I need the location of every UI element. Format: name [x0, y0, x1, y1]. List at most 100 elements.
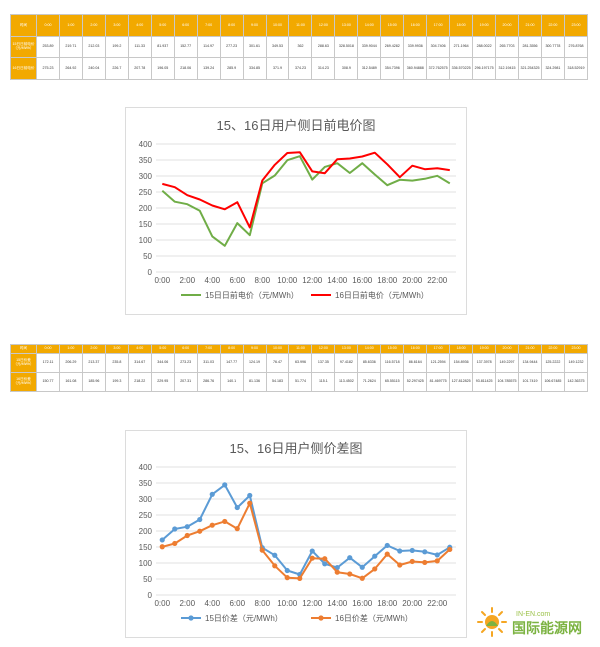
table-header-cell: 8:00 [219, 14, 244, 37]
table-header-cell: 17:00 [426, 344, 451, 354]
data-point [397, 548, 403, 554]
y-tick-label: 400 [139, 463, 153, 472]
table-cell: 85.6336 [357, 353, 382, 373]
table-cell: 149.1232 [563, 353, 588, 373]
table-header-cell: 4:00 [127, 14, 152, 37]
data-point [184, 532, 190, 539]
table-header-cell: 6:00 [173, 344, 198, 354]
table-header-cell: 17:00 [426, 14, 451, 37]
table-cell: 139.24 [196, 57, 221, 80]
table-header-cell: 9:00 [242, 14, 267, 37]
legend-label: 16日价差（元/MWh） [335, 613, 413, 623]
table-cell: 71.2624 [357, 372, 382, 392]
table-cell: 65.55115 [380, 372, 405, 392]
x-tick-label: 8:00 [254, 276, 270, 285]
table-cell: 339.9936 [403, 36, 428, 58]
table-cell: 121.2594 [426, 353, 451, 373]
legend-label: 16日日前电价（元/MWh） [335, 290, 429, 300]
x-tick-label: 22:00 [427, 599, 448, 608]
table-cell: 134.9444 [518, 353, 542, 373]
y-tick-label: 100 [139, 236, 153, 245]
data-point [322, 556, 328, 562]
data-point [409, 558, 415, 565]
data-point [197, 528, 203, 534]
table-header-cell: 13:00 [334, 344, 359, 354]
data-point [384, 542, 390, 549]
table-cell: 137.3978 [472, 353, 497, 373]
table-cell: 275.23 [36, 57, 60, 80]
x-tick-label: 22:00 [427, 276, 448, 285]
table-cell: 213.37 [81, 353, 106, 373]
table-cell: 218.06 [173, 57, 198, 80]
table-header-cell: 1:00 [58, 14, 83, 37]
table-header-cell: 2:00 [81, 14, 106, 37]
table-header-cell: 14:00 [357, 14, 382, 37]
table-header-cell: 19:00 [472, 344, 497, 354]
table-header-label: 时间 [10, 344, 37, 354]
table-header-cell: 0:00 [36, 344, 60, 354]
table-header-cell: 3:00 [104, 344, 129, 354]
table-cell: 196.05 [150, 57, 175, 80]
data-point [272, 563, 278, 569]
table-cell: 226.7 [104, 57, 129, 80]
table-cell: 240.04 [81, 57, 106, 80]
data-point [422, 549, 428, 555]
table-cell: 116.5718 [380, 353, 405, 373]
table-row: 16日日前电价 275.23 264.92 240.04 226.7 207.78 196… [10, 57, 588, 80]
data-point [184, 524, 190, 530]
table-cell: 81.136 [242, 372, 267, 392]
data-point [434, 558, 440, 564]
table-header-cell: 7:00 [196, 344, 221, 354]
row-label: 16日价差（元/MWh） [10, 372, 37, 392]
table-cell: 288.63 [311, 36, 336, 58]
table-header-cell: 3:00 [104, 14, 129, 37]
table-cell: 218.22 [127, 372, 152, 392]
data-point [334, 564, 340, 571]
x-tick-label: 18:00 [377, 276, 398, 285]
table-row: 15日价差（元/MWh） 172.11 206.29 213.37 235.8 314.… [10, 353, 588, 373]
table-header-cell: 1:00 [58, 344, 83, 354]
y-tick-label: 300 [139, 495, 153, 504]
table-cell: 336.570225 [449, 57, 474, 80]
table-header-cell: 16:00 [403, 344, 428, 354]
table-cell: 101.7419 [518, 372, 542, 392]
data-point [409, 547, 415, 554]
y-tick-label: 200 [139, 204, 153, 213]
data-point [209, 522, 215, 528]
x-tick-label: 0:00 [154, 276, 170, 285]
y-tick-label: 150 [139, 543, 153, 552]
table-cell: 304.7406 [426, 36, 451, 58]
data-point [334, 569, 340, 575]
y-tick-label: 50 [143, 575, 152, 584]
table-cell: 206.29 [58, 353, 83, 373]
watermark-text: 国际能源网 [512, 620, 582, 636]
data-point [222, 482, 228, 488]
table-cell: 354.7396 [380, 57, 405, 80]
data-point [447, 546, 453, 553]
table-cell: 321.254325 [518, 57, 542, 80]
table-header-cell: 16:00 [403, 14, 428, 37]
table-header-cell: 0:00 [36, 14, 60, 37]
data-point [209, 491, 215, 497]
table-header-cell: 22:00 [540, 344, 565, 354]
table-header-cell: 15:00 [380, 14, 405, 37]
x-tick-label: 6:00 [229, 276, 245, 285]
table-header-cell: 23:00 [563, 344, 588, 354]
table-header-cell: 21:00 [518, 14, 542, 37]
table-cell: 281.3556 [518, 36, 542, 58]
table-cell: 115.1 [311, 372, 336, 392]
table-cell: 52.297425 [403, 372, 428, 392]
table-cell: 97.4182 [334, 353, 359, 373]
data-point [234, 504, 240, 511]
x-tick-label: 6:00 [229, 599, 245, 608]
x-tick-label: 12:00 [302, 276, 323, 285]
table-cell: 235.8 [104, 353, 129, 373]
table-cell: 269.4282 [380, 36, 405, 58]
table-cell: 154.8936 [449, 353, 474, 373]
x-tick-label: 12:00 [302, 599, 323, 608]
table-cell: 344.06 [150, 353, 175, 373]
chart-title: 15、16日用户侧价差图 [230, 441, 363, 456]
data-point [372, 566, 378, 572]
y-tick-label: 250 [139, 188, 153, 197]
chart-title: 15、16日用户侧日前电价图 [217, 118, 376, 133]
